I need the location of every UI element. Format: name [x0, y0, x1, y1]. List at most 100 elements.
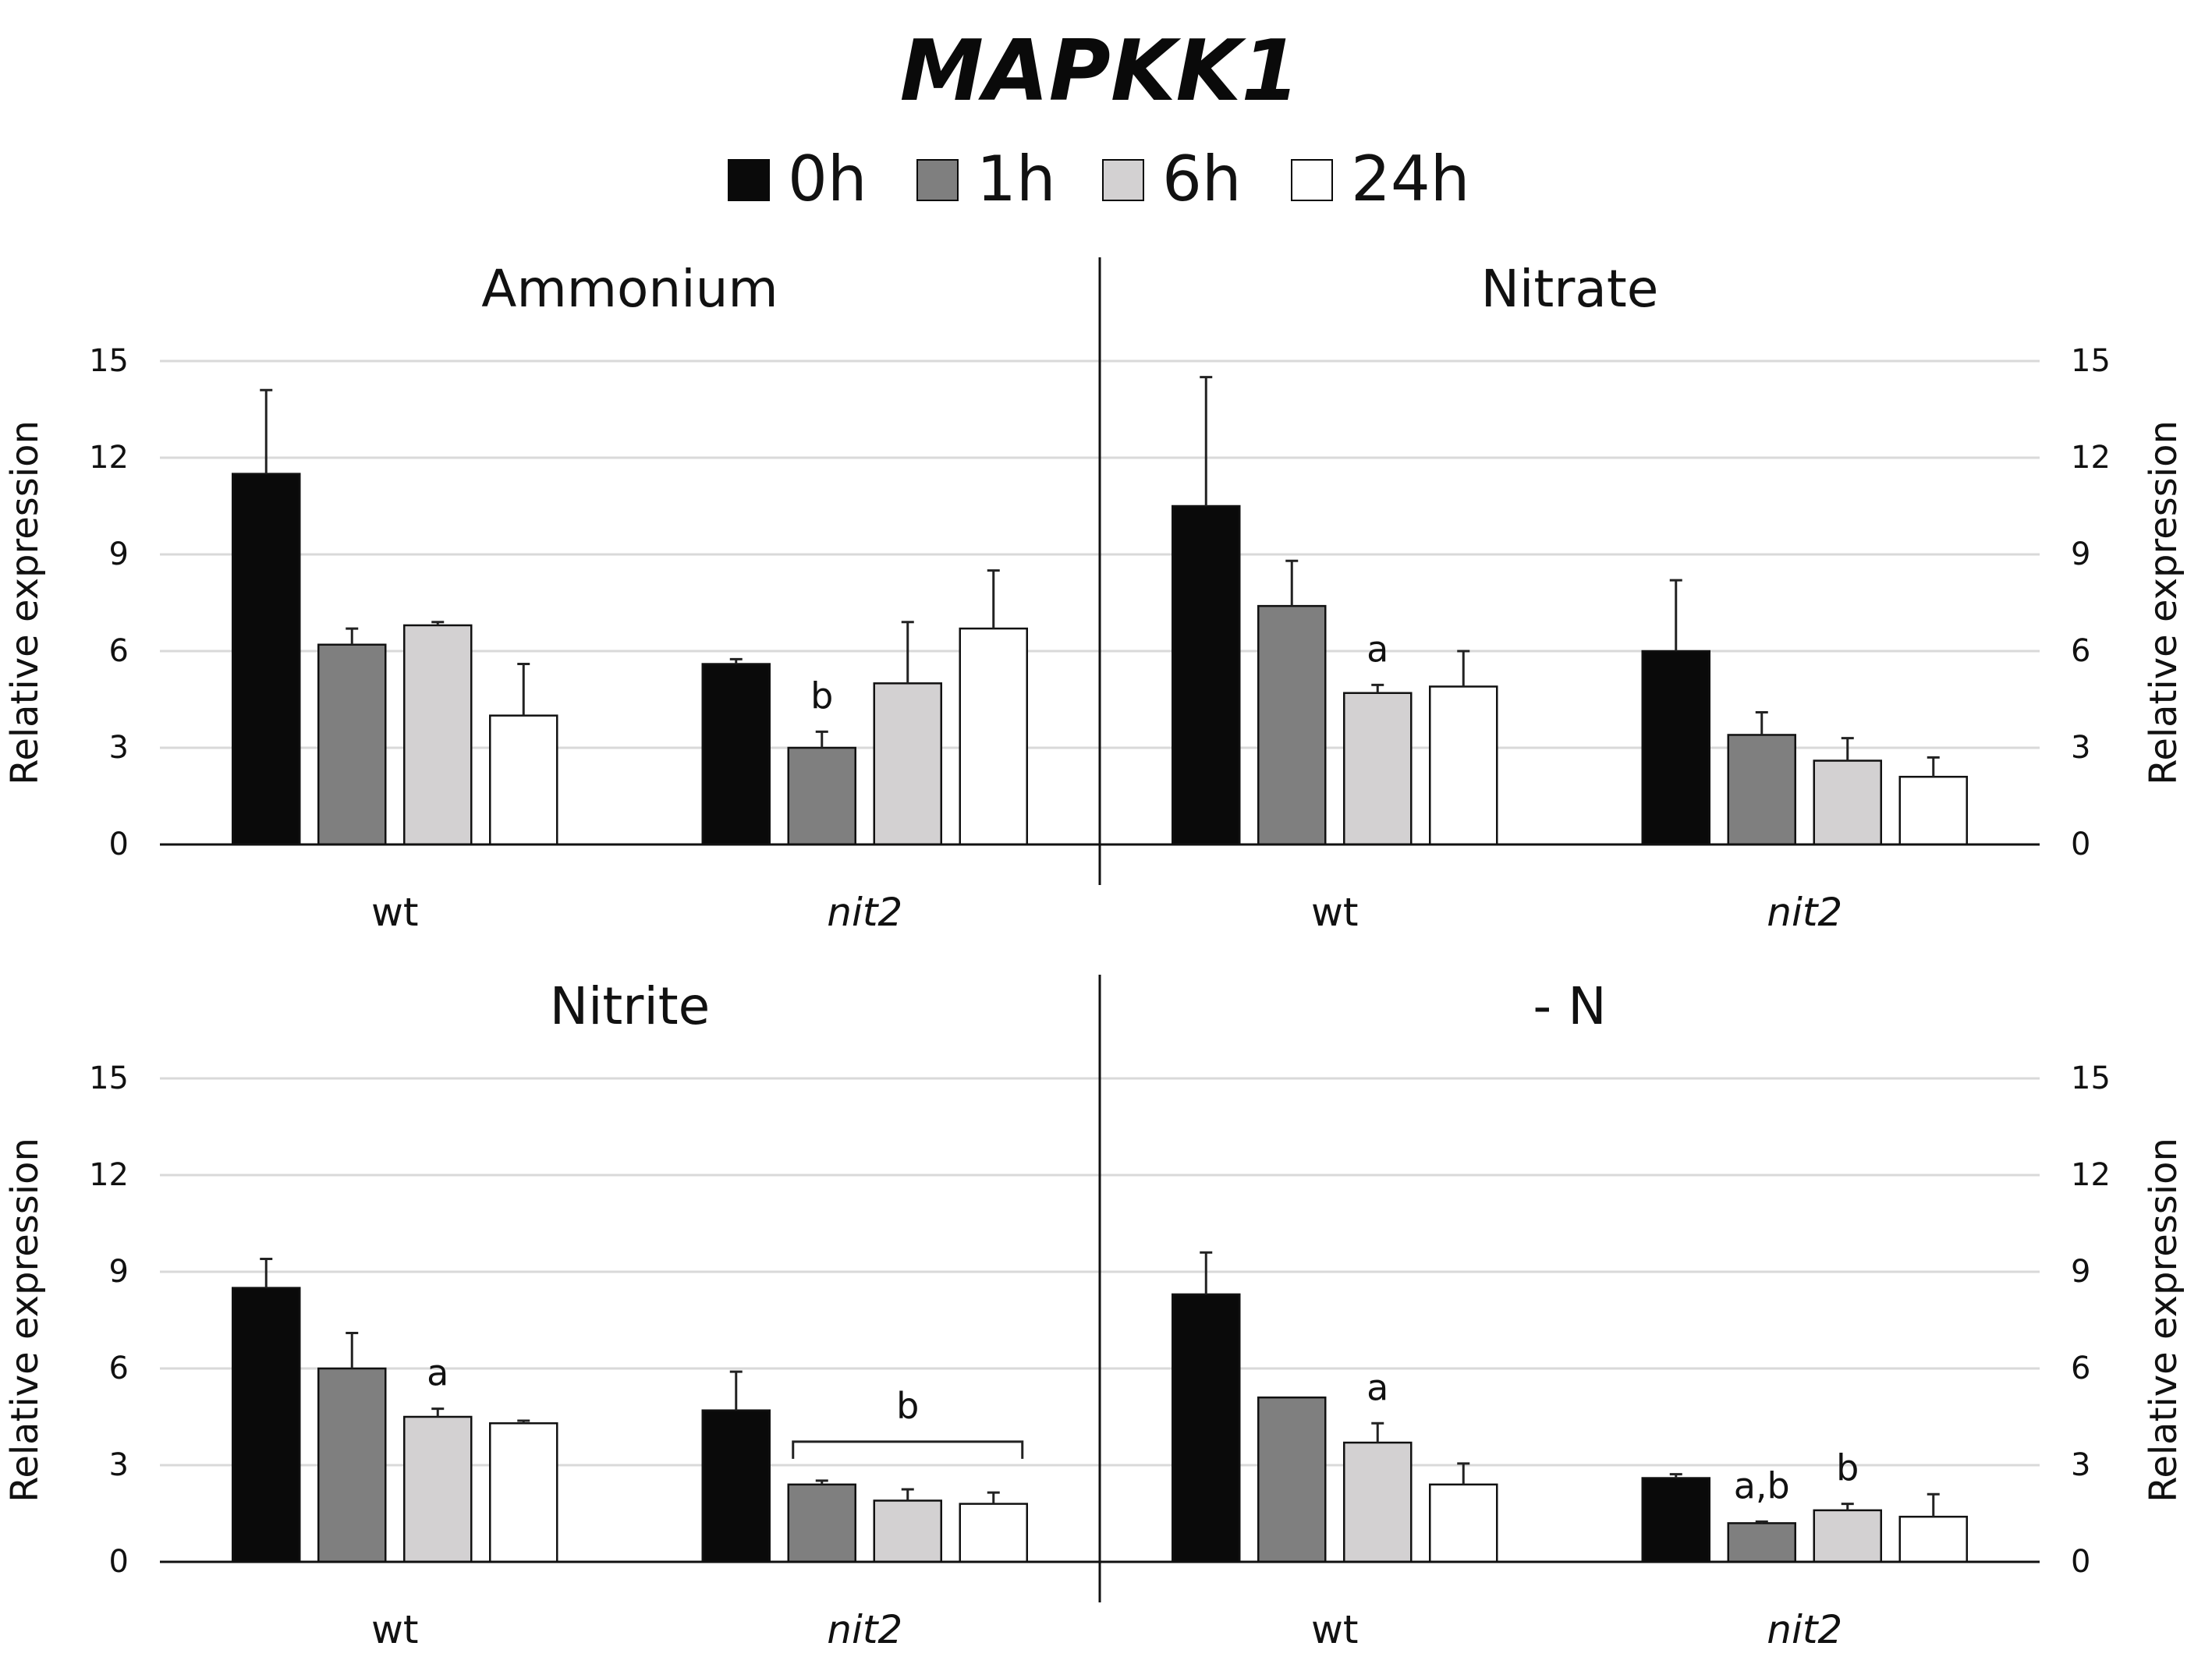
y-tick-label: 15 — [2071, 343, 2111, 379]
y-tick-label: 12 — [89, 440, 129, 476]
category-label-nit2: nit2 — [827, 1607, 902, 1652]
y-tick-label: 0 — [2071, 827, 2090, 862]
bar-wt-1h — [317, 643, 387, 846]
y-axis-title: Relative expression — [2142, 420, 2185, 785]
bar-nit2-1h — [1727, 734, 1796, 846]
bar-wt-1h — [1257, 1396, 1327, 1563]
y-axis-title: Relative expression — [2142, 1138, 2185, 1503]
bar-wt-24h — [1429, 685, 1498, 846]
y-tick-label: 0 — [109, 1544, 129, 1580]
significance-label: a — [1367, 628, 1388, 670]
panel-nitrite: 0 3 6 9 12 15 Relative expression Nitrite wt nit2… — [3, 976, 1100, 1652]
y-tick-label: 12 — [2071, 440, 2111, 476]
panel-title: Nitrate — [1481, 259, 1659, 319]
bar-wt-0h — [232, 473, 301, 846]
panel-title: Ammonium — [481, 259, 778, 319]
significance-label: a,b — [1734, 1464, 1790, 1506]
bar-nit2-0h — [701, 1409, 771, 1563]
bar-wt-0h — [1172, 1293, 1241, 1563]
bar-wt-24h — [489, 1422, 558, 1563]
bar-wt-0h — [1172, 505, 1241, 846]
y-tick-label: 6 — [2071, 1351, 2090, 1386]
y-tick-label: 15 — [89, 1060, 129, 1096]
y-tick-label: 3 — [2071, 1447, 2090, 1483]
bar-nit2-0h — [701, 663, 771, 846]
legend-item-6h: 6h — [1102, 143, 1242, 215]
legend-label-0h: 0h — [788, 143, 867, 215]
bar-nit2-0h — [1641, 650, 1710, 846]
panel-title: - N — [1533, 976, 1606, 1036]
significance-label: b — [810, 674, 833, 717]
significance-label: b — [1836, 1447, 1859, 1489]
bar-wt-24h — [1429, 1483, 1498, 1563]
category-label-wt: wt — [1311, 890, 1359, 935]
bar-nit2-24h — [1898, 775, 1968, 846]
y-tick-label: 12 — [2071, 1157, 2111, 1193]
legend-swatch-1h — [916, 159, 959, 201]
y-tick-label: 12 — [89, 1157, 129, 1193]
panels: 0 3 6 9 12 15 Relative expression Ammonium wt nit… — [3, 259, 2185, 1652]
category-label-wt: wt — [371, 1607, 419, 1652]
legend-swatch-24h — [1291, 159, 1333, 201]
y-tick-label: 3 — [2071, 730, 2090, 766]
y-tick-label: 9 — [109, 1254, 129, 1290]
bar-nit2-6h — [873, 1499, 942, 1563]
legend-item-1h: 1h — [916, 143, 1056, 215]
y-tick-label: 9 — [109, 536, 129, 572]
category-label-nit2: nit2 — [1767, 890, 1842, 935]
y-tick-label: 15 — [89, 343, 129, 379]
legend-label-6h: 6h — [1162, 143, 1242, 215]
legend: 0h 1h 6h 24h — [728, 143, 1470, 215]
y-tick-label: 9 — [2071, 1254, 2090, 1290]
y-tick-label: 0 — [2071, 1544, 2090, 1580]
y-tick-label: 6 — [109, 633, 129, 669]
panel-n: 0 3 6 9 12 15 Relative expression - N wt nit2 a a,b… — [1100, 976, 2185, 1652]
legend-item-0h: 0h — [728, 143, 867, 215]
panel-ammonium: 0 3 6 9 12 15 Relative expression Ammonium wt nit… — [3, 259, 1100, 935]
bar-wt-0h — [232, 1287, 301, 1563]
bar-wt-6h — [1343, 1441, 1413, 1563]
y-tick-label: 15 — [2071, 1060, 2111, 1096]
bar-wt-6h — [403, 1415, 473, 1563]
legend-swatch-0h — [728, 159, 770, 201]
legend-swatch-6h — [1102, 159, 1144, 201]
bar-nit2-6h — [1813, 1509, 1882, 1563]
significance-bracket — [792, 1440, 1024, 1459]
category-label-wt: wt — [371, 890, 419, 935]
bar-nit2-24h — [959, 627, 1028, 846]
bar-wt-1h — [1257, 604, 1327, 846]
panel-nitrate: 0 3 6 9 12 15 Relative expression Nitrate wt nit2… — [1100, 259, 2185, 935]
significance-label: b — [896, 1385, 919, 1427]
bar-wt-6h — [403, 624, 473, 846]
bar-nit2-24h — [1898, 1515, 1968, 1563]
bar-wt-24h — [489, 714, 558, 846]
bar-wt-1h — [317, 1367, 387, 1563]
y-tick-label: 3 — [109, 1447, 129, 1483]
y-axis-title: Relative expression — [3, 1138, 47, 1503]
bar-nit2-24h — [959, 1503, 1028, 1563]
bar-nit2-6h — [873, 682, 942, 846]
significance-label: a — [427, 1352, 448, 1394]
bar-nit2-0h — [1641, 1477, 1710, 1563]
figure-title: MAPKK1 — [900, 23, 1300, 120]
y-tick-label: 6 — [2071, 633, 2090, 669]
panel-title: Nitrite — [550, 976, 711, 1036]
category-label-wt: wt — [1311, 1607, 1359, 1652]
y-tick-label: 0 — [109, 827, 129, 862]
bar-nit2-1h — [787, 746, 856, 846]
legend-label-1h: 1h — [977, 143, 1056, 215]
y-tick-label: 3 — [109, 730, 129, 766]
bar-nit2-1h — [1727, 1522, 1796, 1563]
y-tick-label: 9 — [2071, 536, 2090, 572]
bar-nit2-6h — [1813, 759, 1882, 846]
bar-nit2-1h — [787, 1483, 856, 1563]
category-label-nit2: nit2 — [827, 890, 902, 935]
bar-wt-6h — [1343, 692, 1413, 846]
y-axis-title: Relative expression — [3, 420, 47, 785]
significance-label: a — [1367, 1366, 1388, 1408]
category-label-nit2: nit2 — [1767, 1607, 1842, 1652]
legend-label-24h: 24h — [1351, 143, 1470, 215]
legend-item-24h: 24h — [1291, 143, 1470, 215]
y-tick-label: 6 — [109, 1351, 129, 1386]
